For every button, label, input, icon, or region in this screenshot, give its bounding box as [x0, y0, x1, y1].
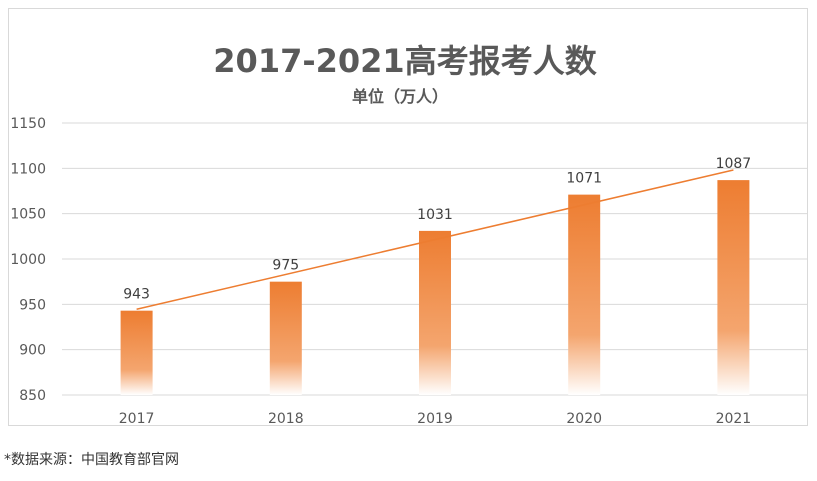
- bar: [568, 194, 601, 395]
- y-axis: 850 900 950 1000 1050 1100 1150: [10, 116, 46, 404]
- y-tick-label: 850: [19, 388, 46, 404]
- trendline-series: [136, 169, 734, 310]
- y-tick-label: 1050: [10, 207, 46, 223]
- data-label: 1087: [716, 156, 752, 172]
- chart-title: 2017-2021高考报考人数: [213, 42, 597, 80]
- y-tick-label: 900: [19, 343, 46, 359]
- bar: [419, 230, 451, 395]
- chart-subtitle: 单位（万人）: [352, 87, 448, 106]
- x-axis: 2017 2018 2019 2020 2021: [119, 411, 751, 427]
- bar-chart: 2017-2021高考报考人数 单位（万人） 850 900 950 1000 1050…: [10, 42, 808, 427]
- source-note: *数据来源：中国教育部官网: [4, 452, 179, 468]
- data-label: 1031: [417, 207, 453, 223]
- bar: [269, 281, 302, 395]
- x-tick-label: 2020: [566, 411, 602, 427]
- bar: [717, 180, 750, 395]
- data-label: 975: [272, 258, 299, 274]
- data-labels: 943 975 1031 1071 1087: [123, 156, 751, 303]
- x-tick-label: 2021: [716, 411, 752, 427]
- bars: [120, 180, 750, 395]
- trendline: [136, 169, 734, 310]
- data-label: 943: [123, 287, 150, 303]
- y-tick-label: 1100: [10, 161, 46, 177]
- x-tick-label: 2019: [417, 411, 453, 427]
- y-tick-label: 1000: [10, 252, 46, 268]
- data-label: 1071: [566, 171, 602, 187]
- x-tick-label: 2018: [268, 411, 304, 427]
- x-tick-label: 2017: [119, 411, 155, 427]
- y-tick-label: 950: [19, 297, 46, 313]
- bar: [120, 310, 153, 395]
- y-tick-label: 1150: [10, 116, 46, 132]
- gridlines: [62, 122, 808, 396]
